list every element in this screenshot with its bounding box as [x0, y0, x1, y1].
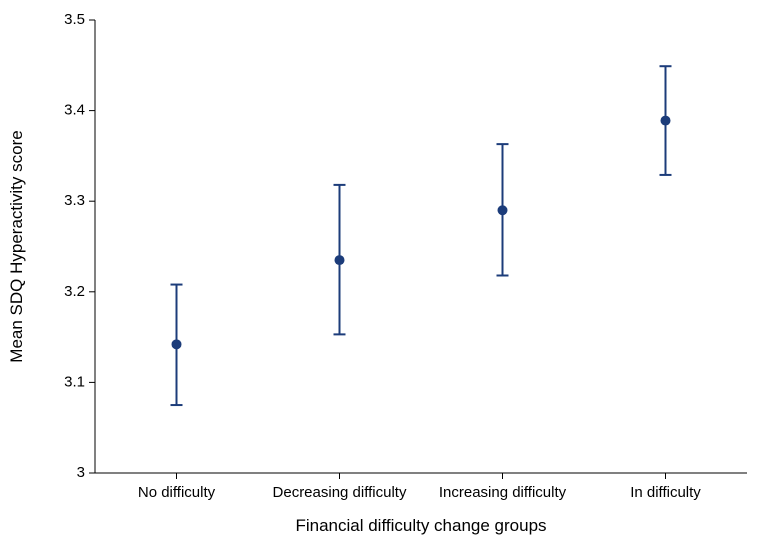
y-tick-label: 3.3 [64, 192, 85, 209]
data-point [498, 205, 508, 215]
x-tick-label: No difficulty [138, 484, 216, 501]
chart-container: 3 3.1 3.2 3.3 3.4 3.5 No difficulty Decreasing … [0, 0, 767, 553]
data-point [335, 255, 345, 265]
x-axis-title: Financial difficulty change groups [295, 516, 546, 535]
y-tick-label: 3.4 [64, 102, 85, 119]
y-tick-label: 3.2 [64, 283, 85, 300]
y-tick-label: 3.1 [64, 373, 85, 390]
x-tick-label: Decreasing difficulty [273, 484, 407, 501]
y-tick-label: 3 [77, 464, 85, 481]
data-point [172, 339, 182, 349]
y-tick-label: 3.5 [64, 11, 85, 28]
data-point [661, 116, 671, 126]
x-tick-label: Increasing difficulty [439, 484, 567, 501]
error-bar-chart: 3 3.1 3.2 3.3 3.4 3.5 No difficulty Decreasing … [0, 0, 767, 553]
y-axis-title: Mean SDQ Hyperactivity score [7, 130, 26, 362]
x-tick-label: In difficulty [630, 484, 701, 501]
